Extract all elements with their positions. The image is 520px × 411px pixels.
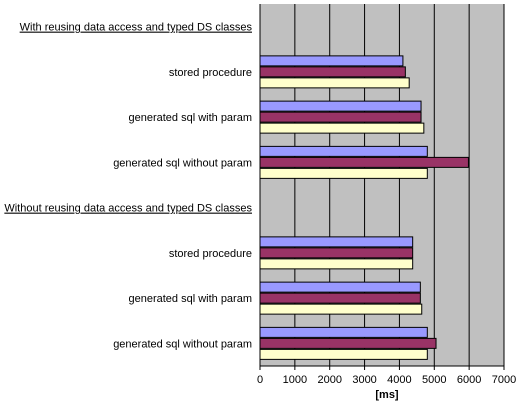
bar <box>259 281 421 293</box>
bar <box>259 326 428 338</box>
bar <box>259 303 423 315</box>
bar <box>259 236 414 248</box>
x-tick-label: 0 <box>257 374 263 386</box>
bar <box>259 167 428 179</box>
bar <box>259 122 425 134</box>
bar <box>259 77 410 89</box>
bar <box>259 156 469 168</box>
category-label: generated sql with param <box>128 293 252 305</box>
bar <box>259 145 428 157</box>
bar <box>259 66 406 78</box>
category-label: generated sql without param <box>113 338 252 350</box>
category-label: stored procedure <box>169 248 252 260</box>
x-tick-label: 3000 <box>352 374 376 386</box>
bar <box>259 247 414 259</box>
x-tick-label: 2000 <box>317 374 341 386</box>
bar <box>259 337 437 349</box>
x-tick-label: 7000 <box>492 374 516 386</box>
category-label: generated sql with param <box>128 112 252 124</box>
x-tick-label: 4000 <box>387 374 411 386</box>
x-axis-title: [ms] <box>375 389 399 401</box>
bar <box>259 348 428 360</box>
bar <box>259 55 404 67</box>
bar <box>259 258 414 270</box>
category-labels: With reusing data access and typed DS cl… <box>4 22 252 351</box>
x-tick-label: 5000 <box>422 374 446 386</box>
bar <box>259 100 422 112</box>
x-tick-label: 1000 <box>283 374 307 386</box>
group-heading: With reusing data access and typed DS cl… <box>20 22 253 34</box>
category-label: stored procedure <box>169 67 252 79</box>
x-tick-label: 6000 <box>457 374 481 386</box>
bar <box>259 292 421 304</box>
bar <box>259 111 422 123</box>
group-heading: Without reusing data access and typed DS… <box>4 203 252 215</box>
category-label: generated sql without param <box>113 157 252 169</box>
x-axis: [ms] 0 1000 2000 3000 4000 5000 6000 7000 <box>257 4 516 401</box>
